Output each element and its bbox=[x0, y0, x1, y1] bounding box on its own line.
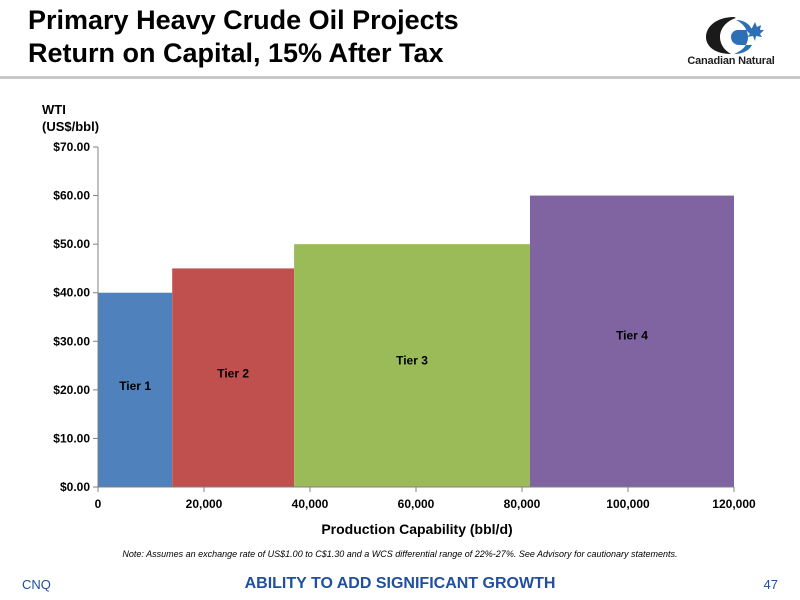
y-tick-label: $50.00 bbox=[53, 237, 90, 251]
bar-label-3: Tier 3 bbox=[396, 354, 428, 368]
y-tick-label: $60.00 bbox=[53, 189, 90, 203]
y-axis-label: WTI (US$/bbl) bbox=[42, 102, 99, 134]
logo-wordmark: Canadian Natural bbox=[687, 55, 775, 67]
footer-tagline: ABILITY TO ADD SIGNIFICANT GROWTH bbox=[244, 575, 556, 592]
x-axis-label: Production Capability (bbl/d) bbox=[321, 521, 512, 537]
y-tick-label: $20.00 bbox=[53, 383, 90, 397]
bar-1 bbox=[98, 292, 173, 487]
bar-label-4: Tier 4 bbox=[616, 328, 648, 342]
x-tick-label: 40,000 bbox=[292, 497, 329, 511]
production-chart: WTI (US$/bbl) Tier 1 Tier 2 Tier 3 Tier 4 $… bbox=[42, 102, 756, 537]
x-tick-label: 0 bbox=[95, 497, 102, 511]
y-axis-label-line-2: (US$/bbl) bbox=[42, 119, 99, 134]
company-logo: Canadian Natural bbox=[676, 14, 786, 70]
x-tick-label: 20,000 bbox=[186, 497, 223, 511]
bar-label-1: Tier 1 bbox=[119, 379, 151, 393]
x-tick-label: 80,000 bbox=[504, 497, 541, 511]
x-tick-label: 100,000 bbox=[606, 497, 650, 511]
x-tick-label: 120,000 bbox=[712, 497, 756, 511]
x-tick-label: 60,000 bbox=[398, 497, 435, 511]
header-divider bbox=[0, 76, 800, 79]
logo-mark-icon bbox=[706, 17, 764, 54]
page-title: Primary Heavy Crude Oil Projects Return … bbox=[28, 4, 668, 70]
y-tick-label: $30.00 bbox=[53, 334, 90, 348]
bar-2 bbox=[172, 268, 295, 487]
bars-group: Tier 1 Tier 2 Tier 3 Tier 4 bbox=[98, 195, 734, 488]
title-line-2: Return on Capital, 15% After Tax bbox=[28, 38, 444, 68]
y-ticks-group: $0.00 $10.00 $20.00 $30.00 $40.00 $50.00 $60.0… bbox=[53, 140, 98, 494]
x-ticks-group: 0 20,000 40,000 60,000 80,000 100,000 120,000 bbox=[95, 487, 756, 511]
footer-ticker: CNQ bbox=[22, 577, 51, 592]
footnote: Note: Assumes an exchange rate of US$1.0… bbox=[122, 549, 678, 559]
y-tick-label: $10.00 bbox=[53, 431, 90, 445]
page-number: 47 bbox=[763, 577, 778, 592]
title-line-1: Primary Heavy Crude Oil Projects bbox=[28, 5, 459, 35]
bar-4 bbox=[529, 195, 734, 488]
y-tick-label: $70.00 bbox=[53, 140, 90, 154]
bar-3 bbox=[294, 244, 530, 487]
bar-label-2: Tier 2 bbox=[217, 366, 249, 380]
y-axis-label-line-1: WTI bbox=[42, 102, 66, 117]
y-tick-label: $40.00 bbox=[53, 286, 90, 300]
y-tick-label: $0.00 bbox=[60, 480, 90, 494]
